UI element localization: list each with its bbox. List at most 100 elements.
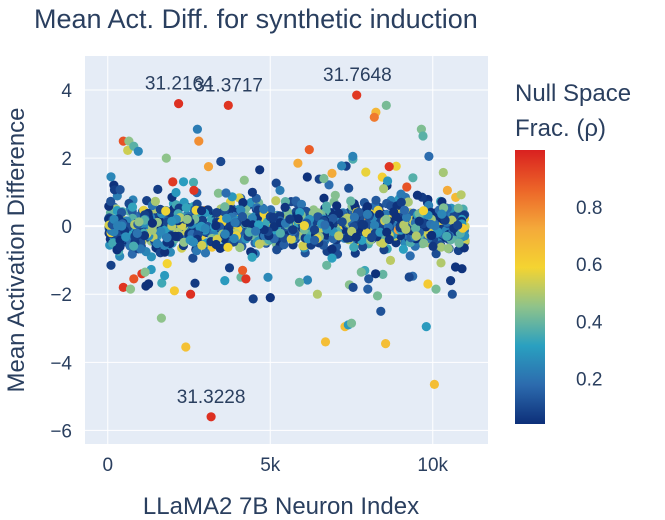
data-point	[156, 313, 166, 323]
data-point	[160, 270, 170, 281]
data-point	[235, 242, 245, 253]
data-point	[237, 212, 248, 222]
data-point	[156, 226, 166, 236]
data-point	[178, 177, 189, 187]
data-point	[221, 188, 231, 198]
data-point	[383, 176, 393, 186]
data-point	[334, 231, 344, 241]
data-point	[384, 162, 394, 172]
data-point	[247, 187, 257, 197]
data-point	[153, 184, 163, 194]
data-point	[247, 213, 257, 223]
data-point	[213, 188, 223, 198]
data-point	[370, 220, 380, 230]
data-point	[384, 234, 394, 245]
colorbar-gradient	[515, 150, 545, 424]
data-point	[419, 238, 429, 248]
colorbar-ticks: 0.8 0.6 0.4 0.2	[576, 198, 603, 390]
data-point	[275, 185, 285, 195]
data-point	[396, 189, 406, 199]
annotation-label: 31.3717	[194, 75, 263, 96]
data-point	[382, 227, 392, 237]
data-point	[427, 230, 437, 240]
data-point	[223, 100, 233, 110]
data-point	[438, 167, 448, 178]
data-points	[103, 90, 470, 422]
data-point	[169, 286, 179, 296]
data-point	[405, 251, 415, 261]
data-point	[140, 267, 150, 277]
data-point	[224, 263, 235, 273]
colorbar-tick-label: 0.6	[576, 255, 602, 276]
data-point	[401, 212, 412, 222]
data-point	[200, 248, 211, 258]
data-point	[429, 379, 439, 389]
data-point	[162, 233, 172, 243]
data-point	[374, 209, 385, 220]
data-point	[222, 213, 232, 223]
data-point	[133, 146, 143, 156]
colorbar-tick-label: 0.4	[576, 312, 603, 333]
data-point	[362, 202, 373, 212]
data-point	[357, 219, 367, 229]
y-tick-label: 2	[61, 149, 72, 170]
data-point	[396, 197, 406, 207]
data-point	[412, 190, 422, 200]
x-tick-label: 0	[102, 455, 113, 476]
data-point	[280, 202, 290, 212]
data-point	[106, 172, 116, 182]
data-point	[296, 199, 307, 209]
data-point	[367, 232, 377, 243]
data-point	[238, 265, 248, 275]
data-point	[327, 168, 337, 178]
data-point	[408, 173, 418, 183]
data-point	[127, 202, 138, 212]
data-point	[251, 226, 261, 236]
data-point	[272, 245, 282, 255]
data-point	[443, 243, 453, 254]
data-point	[220, 229, 230, 239]
data-point	[375, 227, 385, 237]
chart-title: Mean Act. Diff. for synthetic induction	[34, 4, 478, 34]
data-point	[363, 284, 373, 294]
data-point	[220, 276, 230, 286]
y-axis-ticks: 4 2 0 −2 −4 −6	[50, 81, 72, 442]
data-point	[211, 221, 221, 231]
data-point	[391, 212, 401, 222]
data-point	[197, 206, 207, 216]
data-point	[310, 235, 320, 245]
data-point	[271, 196, 281, 206]
data-point	[321, 201, 332, 211]
data-point	[189, 185, 199, 195]
annotation-label: 31.2164	[145, 74, 214, 95]
data-point	[113, 221, 123, 231]
data-point	[115, 242, 125, 252]
data-point	[174, 99, 184, 109]
data-point	[447, 289, 457, 299]
data-point	[381, 214, 391, 224]
data-point	[381, 100, 391, 110]
data-point	[200, 223, 210, 234]
x-axis-label: LLaMA2 7B Neuron Index	[143, 493, 419, 520]
data-point	[379, 184, 389, 194]
data-point	[254, 239, 264, 249]
y-tick-label: −6	[50, 421, 72, 442]
data-point	[381, 339, 391, 349]
data-point	[431, 249, 441, 259]
data-point	[385, 255, 396, 265]
data-point	[181, 203, 191, 213]
data-point	[324, 180, 334, 190]
data-point	[121, 232, 131, 242]
y-tick-label: 4	[61, 81, 72, 102]
data-point	[346, 318, 357, 328]
data-point	[299, 221, 309, 231]
y-tick-label: 0	[61, 217, 72, 238]
data-point	[170, 231, 180, 241]
colorbar-tick-label: 0.8	[576, 198, 602, 219]
data-point	[346, 196, 356, 206]
data-point	[288, 225, 298, 235]
data-point	[418, 131, 428, 141]
data-point	[118, 282, 128, 292]
